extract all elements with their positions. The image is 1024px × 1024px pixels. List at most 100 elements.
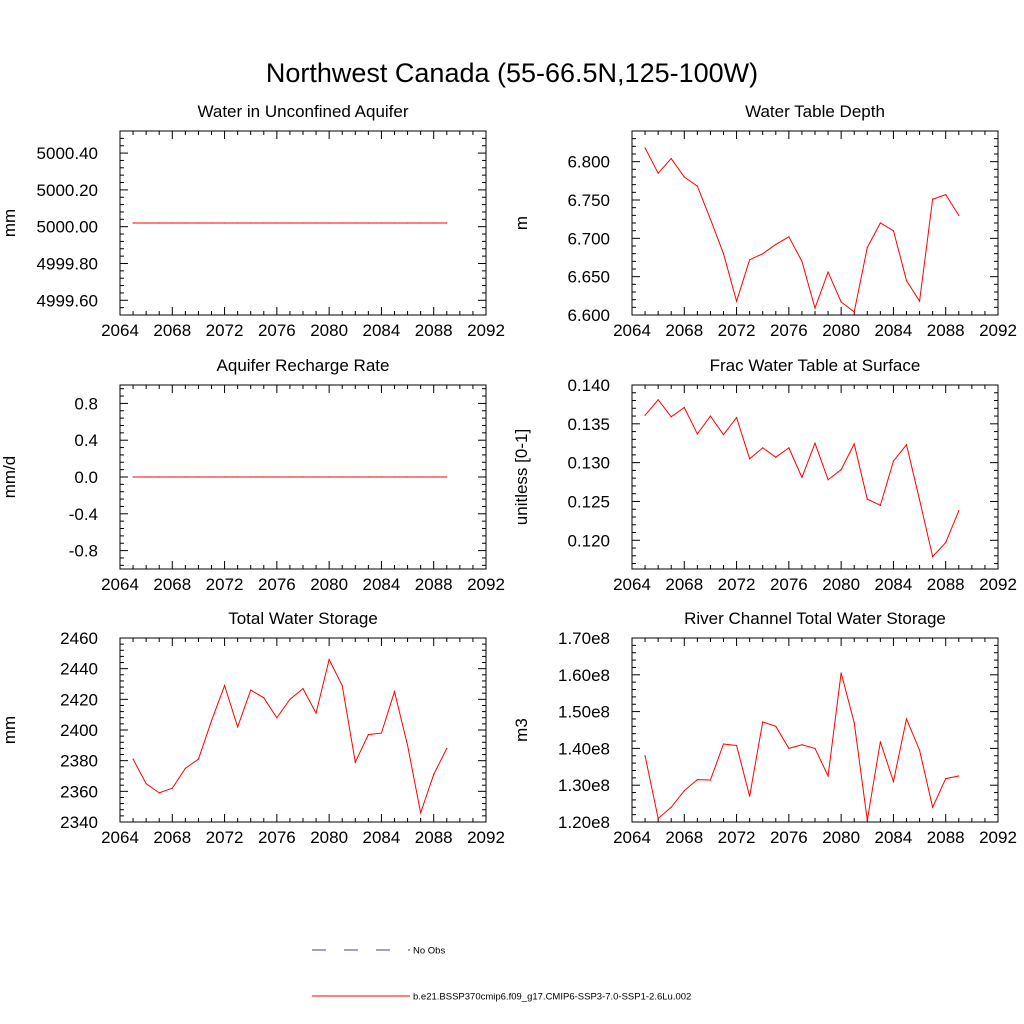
data-point (853, 311, 855, 313)
y-tick-label: 0.135 (567, 415, 610, 434)
chart-title: River Channel Total Water Storage (684, 609, 946, 628)
data-point (657, 399, 659, 401)
x-tick-label: 2068 (665, 575, 703, 594)
x-tick-label: 2088 (927, 575, 965, 594)
data-point (827, 271, 829, 273)
y-tick-label: -0.4 (69, 505, 98, 524)
y-tick-label: 2440 (60, 660, 98, 679)
y-tick-label: -0.8 (69, 542, 98, 561)
data-point (788, 447, 790, 449)
data-point (184, 222, 186, 224)
data-point (801, 476, 803, 478)
data-point (446, 222, 448, 224)
data-point (263, 222, 265, 224)
x-tick-label: 2072 (206, 575, 244, 594)
data-point (315, 712, 317, 714)
x-tick-label: 2084 (875, 575, 913, 594)
data-point (197, 476, 200, 478)
data-point (420, 812, 422, 814)
data-point (749, 458, 751, 460)
y-axis-label: m3 (512, 718, 531, 742)
y-axis-label: mm (0, 209, 19, 237)
chart-title: Aquifer Recharge Rate (217, 356, 390, 375)
data-point (406, 476, 409, 478)
data-point (354, 761, 356, 763)
data-point (276, 222, 278, 224)
data-point (644, 147, 646, 149)
data-point (223, 222, 226, 224)
data-point (958, 775, 960, 777)
data-point (696, 779, 698, 781)
data-point (892, 780, 895, 783)
data-point (945, 542, 947, 544)
y-tick-label: 6.800 (567, 153, 610, 172)
x-tick-label: 2064 (101, 321, 139, 340)
data-point (866, 819, 868, 821)
data-point (276, 476, 278, 478)
series-line (644, 672, 959, 821)
data-point (237, 222, 239, 224)
x-tick-label: 2076 (258, 321, 296, 340)
data-point (683, 406, 685, 409)
data-point (250, 222, 252, 224)
x-tick-label: 2080 (310, 828, 348, 847)
y-tick-label: 0.125 (567, 492, 610, 511)
data-point (380, 476, 383, 478)
data-point (670, 158, 672, 160)
data-point (393, 222, 396, 224)
y-tick-label: 0.130 (567, 454, 610, 473)
data-point (420, 476, 422, 478)
data-point (367, 222, 369, 224)
x-tick-label: 2088 (415, 828, 453, 847)
data-point (197, 758, 200, 760)
y-tick-label: 0.140 (567, 376, 610, 395)
plot-frame (631, 637, 999, 823)
x-tick-label: 2092 (467, 575, 505, 594)
x-tick-label: 2064 (101, 828, 139, 847)
y-tick-label: 2380 (60, 752, 98, 771)
data-point (696, 433, 698, 435)
y-tick-label: 1.20e8 (558, 813, 610, 832)
data-point (289, 476, 291, 478)
data-point (918, 499, 921, 501)
data-point (132, 476, 134, 478)
x-tick-label: 2084 (363, 321, 401, 340)
data-point (722, 434, 725, 436)
x-tick-label: 2068 (665, 321, 703, 340)
data-point (289, 698, 291, 700)
data-point (827, 775, 829, 777)
x-tick-label: 2076 (258, 575, 296, 594)
y-tick-label: 6.750 (567, 191, 610, 210)
y-tick-label: 2460 (60, 629, 98, 648)
y-tick-label: 1.60e8 (558, 666, 610, 685)
data-point (406, 222, 409, 224)
y-axis-label: m (512, 216, 531, 230)
data-point (158, 476, 160, 478)
data-point (696, 185, 698, 187)
x-tick-label: 2092 (979, 321, 1017, 340)
figure-title: Northwest Canada (55-66.5N,125-100W) (266, 58, 758, 88)
data-point (709, 218, 712, 220)
x-tick-label: 2088 (415, 321, 453, 340)
data-point (184, 476, 186, 478)
chart-aquifer-recharge-rate: Aquifer Recharge Rate mm/d 2064 2068 2072 207… (0, 356, 505, 594)
x-tick-label: 2072 (206, 321, 244, 340)
data-point (406, 744, 409, 746)
x-tick-label: 2068 (153, 321, 191, 340)
data-point (302, 688, 304, 690)
data-point (289, 222, 291, 224)
y-tick-label: 4999.60 (37, 291, 98, 310)
data-point (132, 758, 134, 760)
x-tick-label: 2092 (979, 575, 1017, 594)
data-point (735, 300, 738, 302)
x-tick-label: 2068 (665, 828, 703, 847)
y-tick-label: 1.40e8 (558, 739, 610, 758)
data-point (145, 783, 147, 785)
x-tick-label: 2092 (979, 828, 1017, 847)
y-tick-label: 5000.00 (37, 218, 98, 237)
data-point (315, 476, 317, 478)
plot-frame (119, 637, 487, 823)
data-point (644, 755, 646, 757)
data-point (210, 720, 213, 722)
